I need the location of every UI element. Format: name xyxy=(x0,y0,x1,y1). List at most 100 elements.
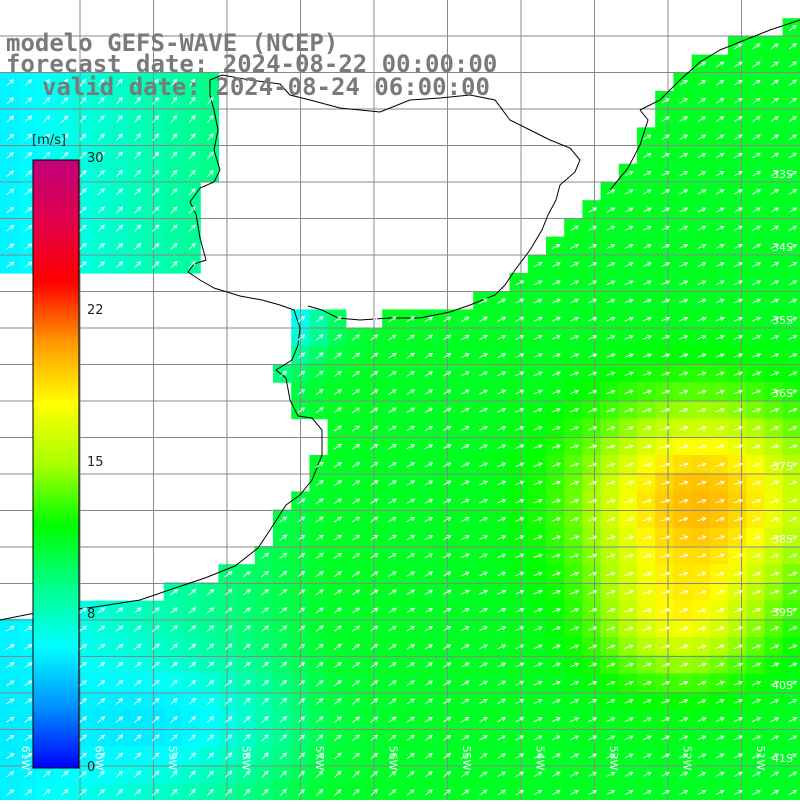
field-cell xyxy=(728,436,747,456)
wind-arrow xyxy=(587,444,598,449)
field-cell xyxy=(582,673,602,693)
field-cell xyxy=(145,691,165,711)
field-cell xyxy=(436,782,456,802)
field-cell xyxy=(782,382,800,401)
wind-arrow xyxy=(424,516,434,523)
field-cell xyxy=(491,345,511,365)
wind-arrow xyxy=(606,589,616,595)
wind-arrow xyxy=(406,662,415,668)
wind-arrow xyxy=(697,608,707,613)
wind-arrow xyxy=(569,662,580,668)
field-cell xyxy=(455,309,474,329)
wind-arrow xyxy=(642,553,653,558)
wind-arrow xyxy=(715,61,725,68)
wind-arrow xyxy=(388,480,397,486)
field-cell xyxy=(327,400,347,420)
field-cell xyxy=(400,327,420,347)
field-cell xyxy=(382,600,401,620)
wind-arrow xyxy=(733,462,744,467)
wind-arrow xyxy=(588,626,598,631)
wind-arrow xyxy=(770,535,780,540)
field-cell xyxy=(782,582,800,602)
wind-arrow xyxy=(788,334,798,340)
field-cell xyxy=(254,564,274,583)
wind-arrow xyxy=(697,589,707,595)
wind-arrow xyxy=(515,644,525,650)
field-cell xyxy=(0,764,19,784)
field-cell xyxy=(637,400,656,420)
field-cell xyxy=(345,491,365,511)
wind-arrow xyxy=(369,553,379,559)
wind-arrow xyxy=(79,243,87,250)
wind-arrow xyxy=(551,735,561,741)
wind-arrow xyxy=(624,771,634,777)
colorbar-tick-label: 15 xyxy=(87,455,104,470)
wind-arrow xyxy=(606,498,616,504)
wind-arrow xyxy=(533,480,543,486)
field-cell xyxy=(582,618,602,638)
wind-arrow xyxy=(333,516,343,523)
wind-arrow xyxy=(24,680,33,687)
wind-arrow xyxy=(788,134,798,141)
wind-arrow xyxy=(206,752,215,760)
field-cell xyxy=(673,655,693,674)
wind-arrow xyxy=(533,444,543,449)
wind-arrow xyxy=(224,643,233,651)
field-cell xyxy=(127,618,147,638)
wind-arrow xyxy=(242,661,251,669)
field-cell xyxy=(91,109,110,128)
field-cell xyxy=(673,400,693,420)
field-cell xyxy=(691,400,711,420)
wind-arrow xyxy=(770,225,780,231)
field-cell xyxy=(455,527,474,547)
wind-arrow xyxy=(715,353,725,358)
wind-arrow xyxy=(733,498,744,504)
field-cell xyxy=(491,709,511,729)
field-cell xyxy=(691,364,711,383)
wind-arrow xyxy=(697,444,707,449)
field-cell xyxy=(163,673,183,693)
wind-arrow xyxy=(279,734,287,742)
field-cell xyxy=(382,455,401,474)
wind-arrow xyxy=(788,571,798,577)
field-cell xyxy=(782,145,800,165)
field-cell xyxy=(618,218,638,238)
field-cell xyxy=(491,637,511,656)
field-cell xyxy=(273,746,292,765)
field-cell xyxy=(691,182,711,201)
wind-arrow xyxy=(515,535,525,540)
field-cell xyxy=(637,145,656,165)
field-cell xyxy=(564,291,583,310)
wind-arrow xyxy=(333,752,342,760)
field-cell xyxy=(200,782,219,802)
wind-arrow xyxy=(79,115,87,123)
field-cell xyxy=(182,764,201,784)
field-cell xyxy=(618,436,638,456)
wind-arrow xyxy=(333,625,342,632)
field-cell xyxy=(728,218,747,238)
field-cell xyxy=(637,473,656,492)
field-cell xyxy=(764,473,784,492)
wind-arrow xyxy=(315,698,324,705)
field-cell xyxy=(72,127,92,147)
wind-arrow xyxy=(442,789,452,796)
field-cell xyxy=(382,491,401,511)
field-cell xyxy=(18,764,37,784)
field-cell xyxy=(582,436,602,456)
wind-arrow xyxy=(770,571,780,577)
wind-arrow xyxy=(788,61,797,68)
field-cell xyxy=(691,163,711,183)
wind-arrow xyxy=(770,262,780,268)
field-cell xyxy=(746,764,765,784)
wind-arrow xyxy=(788,789,798,796)
wind-arrow xyxy=(697,171,707,177)
field-cell xyxy=(382,618,401,638)
wind-arrow xyxy=(6,79,14,87)
field-cell xyxy=(564,436,583,456)
field-cell xyxy=(236,582,256,602)
field-cell xyxy=(782,163,800,183)
wind-arrow xyxy=(752,97,761,104)
field-cell xyxy=(200,145,219,165)
field-cell xyxy=(491,400,511,420)
